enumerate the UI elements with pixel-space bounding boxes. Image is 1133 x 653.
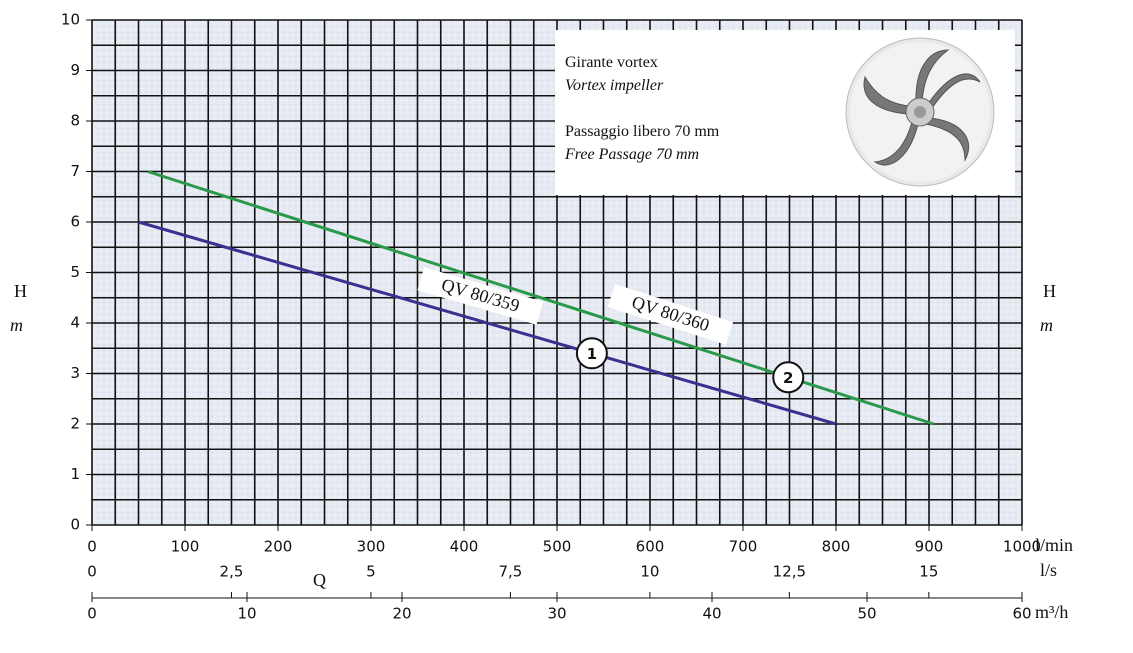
series-line [138,220,837,426]
series-label-background [417,267,544,325]
inset-text: Vortex impeller [565,77,664,94]
x3-axis-unit: m³/h [1035,602,1068,622]
x3-tick-label: 20 [392,605,411,623]
inset-text: Passaggio libero 70 mm [565,123,720,140]
inset-text: Free Passage 70 mm [564,146,699,163]
series-label-background [607,284,734,345]
x2-tick-label: 7,5 [498,563,522,581]
x2-tick-label: 10 [640,563,659,581]
x3-tick-label: 0 [87,605,97,623]
x-tick-label: 300 [357,538,386,556]
x-tick-label: 500 [543,538,572,556]
x3-tick-label: 40 [702,605,721,623]
x-tick-label: 100 [171,538,200,556]
y-axis-label-right: H [1043,281,1056,301]
impeller-image [845,37,995,187]
inset-box: Girante vortex Vortex impeller Passaggio… [555,30,1015,195]
x-axis-label: Q [313,570,326,590]
y-tick-label: 0 [70,516,80,534]
x2-tick-label: 2,5 [220,563,244,581]
x2-tick-label: 0 [87,563,97,581]
x2-tick-label: 5 [366,563,376,581]
x-tick-label: 0 [87,538,97,556]
y-tick-label: 6 [70,213,80,231]
y-tick-label: 4 [70,314,80,332]
series-marker-circle [575,337,608,370]
x-tick-label: 800 [822,538,851,556]
x2-axis-unit: l/s [1040,560,1057,580]
x-tick-label: 600 [636,538,665,556]
y-axis-unit-right: m [1040,315,1053,335]
series-marker-label: 2 [783,369,793,387]
x3-tick-label: 60 [1012,605,1031,623]
inset-text: Girante vortex [565,54,658,71]
series-marker-label: 1 [587,345,597,363]
x2-tick-label: 12,5 [773,563,806,581]
y-tick-label: 7 [70,162,80,180]
y-tick-label: 1 [70,465,80,483]
x2-tick-label: 15 [919,563,938,581]
y-tick-label: 2 [70,415,80,433]
x-tick-label: 900 [915,538,944,556]
x3-tick-label: 10 [237,605,256,623]
x-tick-label: 1000 [1003,538,1041,556]
x-tick-label: 400 [450,538,479,556]
y-axis-label: H [14,281,27,301]
series-marker-circle [772,361,805,394]
y-tick-label: 8 [70,112,80,130]
y-tick-label: 3 [70,364,80,382]
y-tick-label: 10 [61,11,80,29]
x3-tick-label: 30 [547,605,566,623]
y-tick-label: 5 [70,263,80,281]
x-tick-label: 700 [729,538,758,556]
x3-tick-label: 50 [857,605,876,623]
y-tick-label: 9 [70,61,80,79]
y-axis-unit: m [10,315,23,335]
x-tick-label: 200 [264,538,293,556]
x-axis-unit: l/min [1035,535,1073,555]
